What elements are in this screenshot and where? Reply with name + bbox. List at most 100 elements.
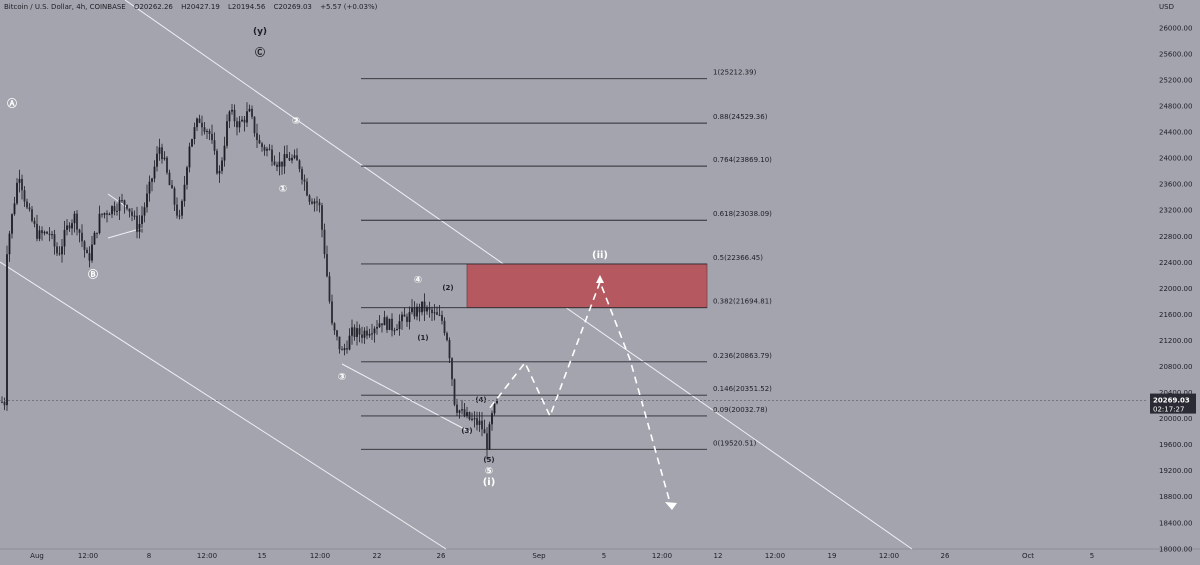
candle-body bbox=[291, 157, 293, 161]
candle-body bbox=[121, 200, 123, 202]
candle-body bbox=[73, 213, 76, 224]
candle-body bbox=[323, 229, 326, 255]
candle-body bbox=[78, 229, 81, 233]
fib-level-label: 0.5(22366.45) bbox=[713, 254, 763, 262]
price-tick-label: 22400.00 bbox=[1159, 259, 1192, 267]
time-tick-label: 19 bbox=[828, 552, 837, 560]
candle-body bbox=[173, 188, 176, 205]
candle-body bbox=[281, 161, 283, 167]
time-tick-label: 12:00 bbox=[310, 552, 330, 560]
candle-body bbox=[426, 307, 428, 312]
candle-body bbox=[41, 230, 43, 234]
candle-body bbox=[26, 201, 28, 208]
candle-body bbox=[446, 333, 448, 341]
candle-body bbox=[436, 312, 438, 315]
candle-body bbox=[268, 148, 271, 150]
price-tick-label: 25600.00 bbox=[1159, 50, 1192, 58]
candle-body bbox=[333, 323, 336, 331]
candle-body bbox=[66, 225, 68, 230]
candle-body bbox=[83, 241, 86, 250]
fib-level-label: 0(19520.51) bbox=[713, 439, 757, 447]
candle-body bbox=[213, 140, 216, 151]
candle-body bbox=[58, 253, 61, 255]
candle-body bbox=[111, 206, 113, 215]
candle-body bbox=[456, 404, 458, 413]
candle-body bbox=[236, 121, 238, 128]
candle-body bbox=[351, 327, 353, 336]
candle-body bbox=[453, 379, 456, 405]
candle-body bbox=[493, 403, 496, 414]
candle-body bbox=[386, 317, 388, 330]
candle-body bbox=[56, 246, 58, 254]
candle-body bbox=[431, 309, 433, 314]
wave-label: (ii) bbox=[592, 250, 608, 261]
candle-body bbox=[311, 201, 313, 204]
price-tick-label: 19600.00 bbox=[1159, 441, 1192, 449]
candle-body bbox=[393, 330, 396, 332]
candle-body bbox=[191, 138, 193, 147]
candle-body bbox=[466, 412, 468, 416]
candle-body bbox=[163, 157, 166, 160]
time-tick-label: 5 bbox=[602, 552, 606, 560]
fib-level-label: 0.236(20863.79) bbox=[713, 352, 772, 360]
candle-body bbox=[388, 318, 391, 330]
candle-body bbox=[328, 276, 331, 302]
candle-body bbox=[376, 327, 378, 329]
candle-body bbox=[201, 122, 203, 128]
price-tick-label: 21200.00 bbox=[1159, 337, 1192, 345]
fib-level-label: 0.764(23869.10) bbox=[713, 156, 772, 164]
symbol-legend: Bitcoin / U.S. Dollar, 4h, COINBASE O202… bbox=[4, 3, 383, 11]
candle-body bbox=[166, 157, 168, 173]
candle-body bbox=[258, 140, 261, 144]
candle-body bbox=[186, 167, 188, 185]
candle-body bbox=[38, 230, 41, 239]
candle-body bbox=[421, 301, 423, 313]
candle-body bbox=[133, 215, 136, 217]
candle-body bbox=[373, 328, 376, 334]
time-tick-label: Aug bbox=[30, 552, 44, 560]
candle-body bbox=[171, 185, 173, 189]
price-tick-label: 18400.00 bbox=[1159, 519, 1192, 527]
price-axis-currency: USD bbox=[1159, 3, 1174, 11]
candle-body bbox=[168, 172, 171, 186]
fib-level-label: 0.09(20032.78) bbox=[713, 406, 768, 414]
wave-label: (4) bbox=[475, 396, 486, 404]
time-tick-label: 12 bbox=[714, 552, 723, 560]
candle-body bbox=[13, 203, 16, 215]
candle-body bbox=[98, 213, 101, 234]
candle-body bbox=[476, 418, 478, 425]
candle-body bbox=[28, 207, 31, 210]
price-tick-label: 20800.00 bbox=[1159, 363, 1192, 371]
candle-body bbox=[161, 147, 163, 160]
candle-body bbox=[488, 424, 491, 450]
candle-body bbox=[366, 330, 368, 336]
candle-body bbox=[103, 213, 106, 215]
time-tick-label: 12:00 bbox=[197, 552, 217, 560]
candle-body bbox=[233, 109, 236, 122]
candle-body bbox=[336, 330, 338, 337]
candle-body bbox=[88, 253, 91, 261]
wave-label: (i) bbox=[483, 477, 496, 488]
candle-body bbox=[113, 206, 116, 212]
candle-body bbox=[378, 323, 381, 328]
candle-body bbox=[188, 146, 191, 168]
candle-body bbox=[278, 161, 281, 167]
candle-body bbox=[356, 328, 358, 337]
candle-body bbox=[326, 254, 328, 277]
candle-body bbox=[148, 181, 151, 194]
candle-body bbox=[231, 109, 233, 112]
candle-body bbox=[151, 178, 153, 182]
candle-body bbox=[461, 409, 463, 411]
candle-body bbox=[33, 220, 36, 224]
candle-body bbox=[418, 306, 421, 313]
ohlc-open: O20262.26 bbox=[133, 3, 173, 11]
candle-body bbox=[261, 143, 263, 148]
candle-body bbox=[223, 145, 226, 161]
candle-body bbox=[23, 190, 26, 202]
candle-body bbox=[91, 244, 93, 261]
wave-label: (y) bbox=[253, 27, 267, 37]
candle-body bbox=[273, 161, 276, 165]
candle-body bbox=[46, 231, 48, 234]
